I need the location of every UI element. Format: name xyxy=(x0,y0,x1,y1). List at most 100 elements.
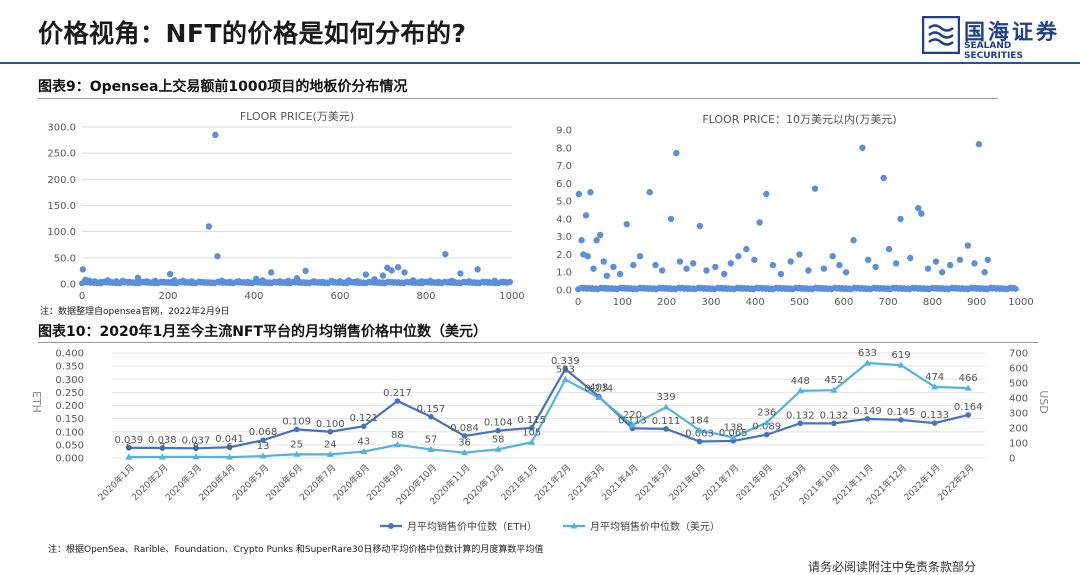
eth-data-label: 0.109 xyxy=(282,416,311,427)
legend-usd-marker xyxy=(570,522,578,529)
usd-data-label: 403 xyxy=(589,383,608,394)
left-ytick-label: 0.000 xyxy=(55,454,84,465)
sealand-logo: 国海证券 SEALAND SECURITIES xyxy=(922,16,1072,61)
fp10-point xyxy=(703,267,710,274)
fp10-point xyxy=(975,141,983,148)
fp10-point xyxy=(842,269,850,276)
fp-point xyxy=(268,269,275,276)
fp-point xyxy=(457,270,464,277)
eth-point xyxy=(864,416,871,422)
usd-point xyxy=(964,384,972,391)
usd-point xyxy=(461,449,469,456)
fp-xtick-label: 800 xyxy=(416,291,435,302)
usd-data-label: 448 xyxy=(791,376,810,387)
right-ytick-label: 500 xyxy=(1009,379,1028,390)
eth-data-label: 0.063 xyxy=(685,428,714,439)
fp10-point xyxy=(984,256,991,263)
eth-data-label: 0.121 xyxy=(350,413,379,424)
left-ytick-label: 0.100 xyxy=(55,427,84,438)
fp10-point xyxy=(720,270,728,278)
left-ytick-label: 0.150 xyxy=(55,414,84,425)
usd-series-line xyxy=(128,361,969,459)
fp10-ytick-label: 2.0 xyxy=(556,250,572,261)
eth-data-label: 0.115 xyxy=(517,415,546,426)
eth-point xyxy=(562,366,569,372)
left-ytick-label: 0.050 xyxy=(55,440,84,451)
fp-point xyxy=(212,131,219,139)
usd-point xyxy=(528,438,536,445)
page-title: 价格视角：NFT的价格是如何分布的? xyxy=(38,19,467,48)
fp-xtick-label: 600 xyxy=(330,291,349,302)
fp10-xtick-label: 200 xyxy=(657,297,676,308)
eth-data-label: 0.234 xyxy=(585,384,614,395)
eth-data-label: 0.157 xyxy=(417,404,446,415)
usd-data-label: 236 xyxy=(757,408,776,419)
fp10-point xyxy=(603,272,610,279)
left-ytick-label: 0.350 xyxy=(55,362,84,373)
usd-point xyxy=(662,403,670,410)
fp-ytick-label: 150.0 xyxy=(47,201,76,212)
fp10-point xyxy=(584,253,591,260)
fp-title: FLOOR PRICE(万美元) xyxy=(240,110,354,123)
usd-point xyxy=(393,441,401,448)
usd-data-label: 36 xyxy=(458,438,471,449)
fp10-point xyxy=(616,270,624,278)
fp-point xyxy=(401,269,408,276)
eth-data-label: 0.133 xyxy=(920,410,949,421)
eth-point xyxy=(696,438,703,445)
fp10-point xyxy=(590,265,597,272)
fp10-ytick-label: 4.0 xyxy=(556,214,572,225)
fp-point xyxy=(134,274,142,281)
fp10-point xyxy=(918,210,925,217)
left-axis-label: ETH xyxy=(30,391,43,413)
eth-point xyxy=(763,431,770,438)
fp10-point xyxy=(623,221,630,228)
fp-ytick-label: 100.0 xyxy=(47,227,76,238)
eth-point xyxy=(159,445,166,451)
usd-point xyxy=(494,445,502,452)
right-ytick-label: 700 xyxy=(1009,349,1028,360)
fp10-point xyxy=(964,242,972,249)
eth-data-label: 0.104 xyxy=(484,418,513,429)
fp-point xyxy=(503,279,510,286)
figure9-note: 注：数据整理自opensea官网，2022年2月9日 xyxy=(40,307,230,317)
usd-data-label: 25 xyxy=(290,439,303,450)
usd-point xyxy=(326,450,334,457)
fp10-ytick-label: 6.0 xyxy=(556,179,572,190)
fp-ytick-label: 50.0 xyxy=(54,253,76,264)
fp10-point xyxy=(575,190,583,198)
fp10-point xyxy=(892,260,900,267)
usd-point xyxy=(293,450,301,457)
eth-point xyxy=(361,423,367,430)
fp10-xtick-label: 700 xyxy=(879,297,898,308)
fp10-point xyxy=(727,260,735,267)
fp-xtick-label: 200 xyxy=(158,291,177,302)
fp10-point xyxy=(610,263,617,271)
fp-xtick-label: 1000 xyxy=(499,291,524,302)
usd-point xyxy=(259,452,267,459)
fp10-xtick-label: 800 xyxy=(923,297,942,308)
fp10-point xyxy=(956,256,964,263)
fp10-point xyxy=(578,237,585,244)
usd-data-label: 6 xyxy=(226,442,232,453)
fp10-point xyxy=(946,261,954,269)
eth-data-label: 0.111 xyxy=(652,416,681,427)
usd-point xyxy=(796,387,804,394)
eth-data-label: 0.065 xyxy=(719,428,748,439)
fp10-xtick-label: 100 xyxy=(613,297,632,308)
fp10-point xyxy=(915,205,922,212)
usd-data-label: 57 xyxy=(425,434,438,445)
usd-data-label: 452 xyxy=(824,375,843,386)
usd-point xyxy=(192,453,200,460)
legend-eth-label: 月平均销售价中位数（ETH） xyxy=(407,520,537,533)
fp10-ytick-label: 0.0 xyxy=(556,286,572,297)
usd-point xyxy=(628,421,636,428)
usd-data-label: 184 xyxy=(690,415,709,426)
fp-point xyxy=(205,223,213,230)
eth-data-label: 0.339 xyxy=(551,356,580,367)
eth-data-label: 0.038 xyxy=(148,435,177,446)
legend-eth-marker xyxy=(388,523,394,529)
fp-point xyxy=(379,272,387,279)
figure10-caption: 图表10：2020年1月至今主流NFT平台的月均销售价格中位数（美元） xyxy=(38,324,488,340)
eth-point xyxy=(797,420,804,427)
